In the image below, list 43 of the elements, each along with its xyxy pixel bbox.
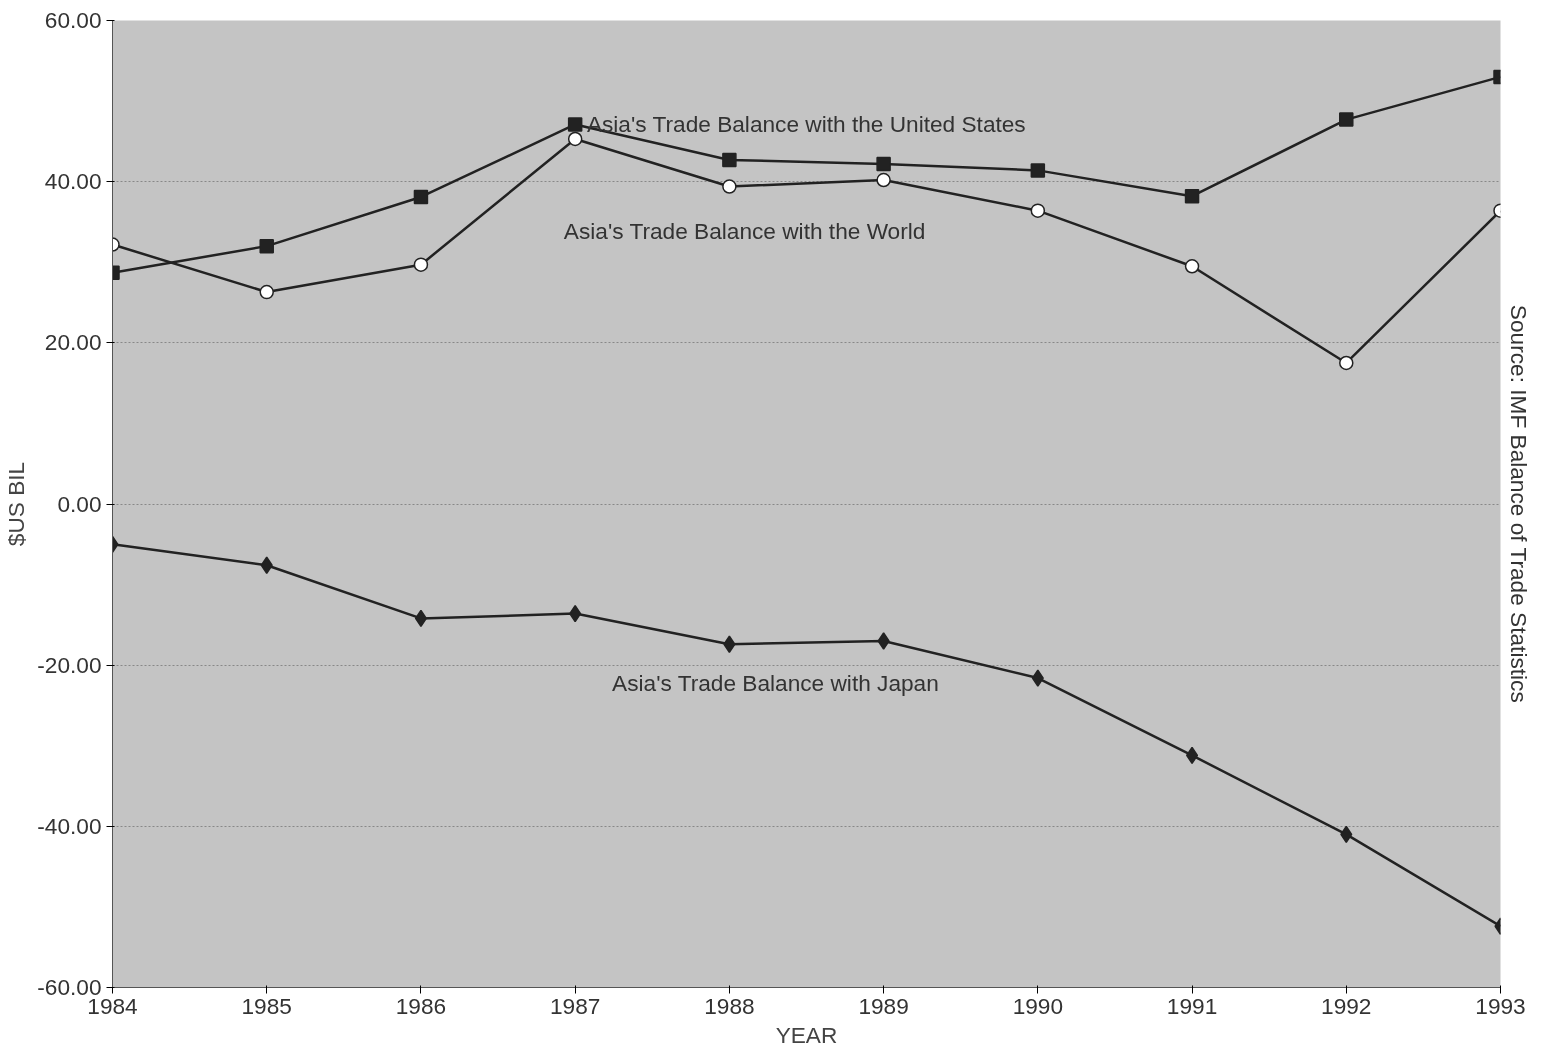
point: [260, 556, 273, 574]
point: [876, 172, 891, 188]
source-note: Source: IMF Balance of Trade Statistics: [1505, 304, 1532, 703]
x-tick-label: 1988: [704, 992, 755, 1019]
point: [567, 131, 583, 147]
point: [1184, 259, 1200, 274]
x-tick-label: 1991: [1166, 992, 1218, 1019]
point: [1339, 355, 1354, 371]
x-tick-label: 1992: [1321, 992, 1372, 1019]
y-tick-label: -20.00: [37, 651, 102, 678]
y-tick-label: 0.00: [57, 490, 102, 517]
point: [413, 189, 429, 205]
x-tick-label: 1986: [395, 992, 447, 1019]
y-axis-title: $US BIL: [3, 461, 30, 547]
point: [1185, 746, 1199, 765]
point: [1030, 203, 1046, 218]
point: [414, 609, 428, 628]
y-tick-label: 20.00: [44, 329, 102, 356]
point: [1184, 188, 1200, 204]
y-tick-label: 40.00: [44, 168, 102, 195]
point: [722, 179, 737, 194]
point: [722, 152, 737, 168]
series-label: Asia's Trade Balance with Japan: [612, 669, 939, 696]
point: [1031, 669, 1044, 687]
point: [567, 117, 583, 132]
point: [1339, 112, 1354, 127]
series-label: Asia's Trade Balance with the United States: [586, 110, 1026, 137]
point: [1030, 163, 1046, 178]
x-tick-label: 1993: [1475, 992, 1526, 1019]
point: [723, 635, 736, 653]
x-tick-label: 1987: [549, 992, 601, 1019]
series-label: Asia's Trade Balance with the World: [563, 217, 926, 244]
y-tick-label: -40.00: [37, 812, 102, 839]
x-tick-label: 1990: [1012, 992, 1064, 1019]
x-tick-label: 1989: [858, 992, 909, 1019]
point: [413, 257, 429, 272]
point: [877, 632, 890, 650]
point: [259, 238, 274, 254]
y-tick-label: 60.00: [44, 7, 102, 33]
x-axis-title: YEAR: [775, 1021, 838, 1048]
point: [876, 156, 891, 172]
x-tick-label: 1985: [241, 992, 292, 1019]
point: [259, 284, 274, 300]
